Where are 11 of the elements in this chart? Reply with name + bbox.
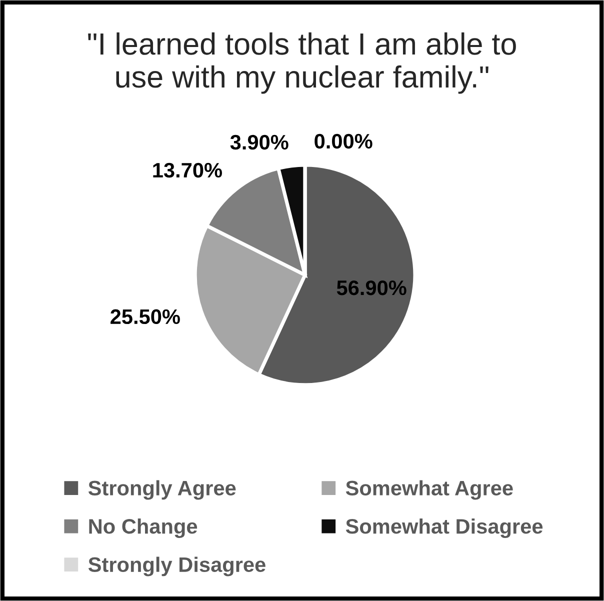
text: 0.00% <box>314 134 372 149</box>
legend-label: Somewhat Disagree <box>346 518 543 538</box>
data-label: 56.90% <box>336 280 406 296</box>
chart-title: "I learned tools that I am able to use with my nuclear family." <box>88 32 516 94</box>
legend-label: Strongly Disagree <box>88 556 266 576</box>
data-label: 25.50% <box>110 309 180 324</box>
legend-label: No Change <box>89 518 198 538</box>
data-label: 13.70% <box>153 162 222 178</box>
legend-label: Somewhat Agree <box>346 480 513 500</box>
legend-label: Strongly Agree <box>88 480 236 500</box>
data-label: 3.90% <box>230 134 288 150</box>
